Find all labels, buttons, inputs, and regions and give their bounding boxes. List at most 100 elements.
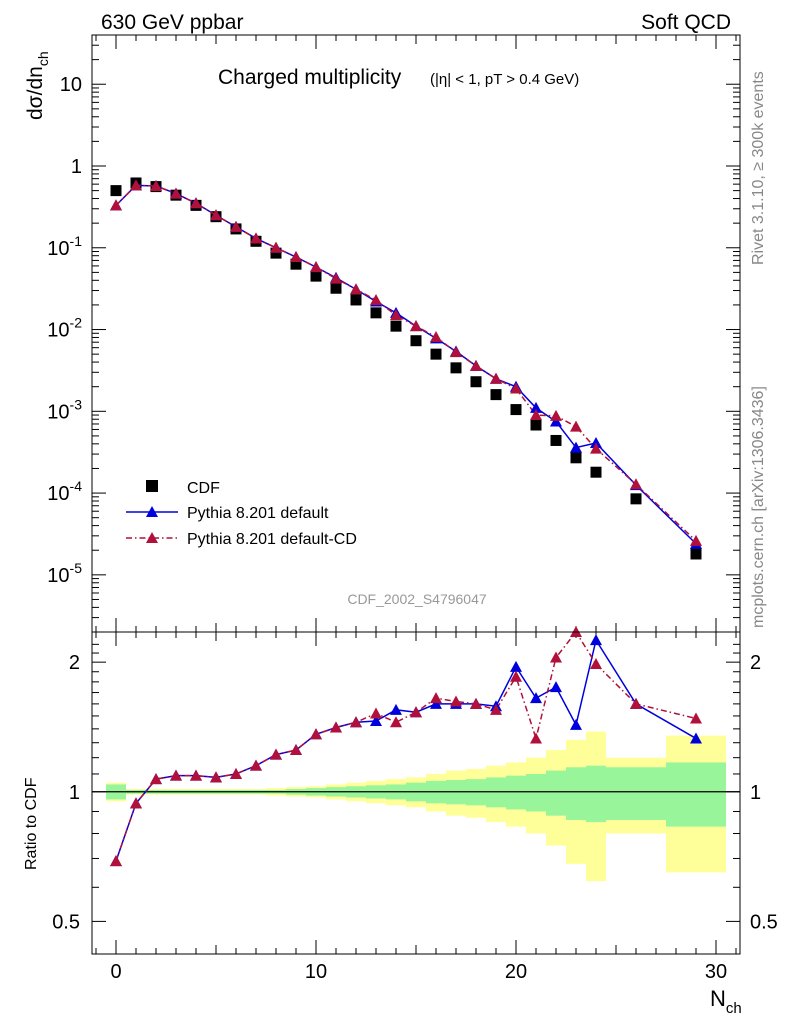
ratio-cd-point bbox=[410, 706, 422, 718]
y-tick-label: 10 bbox=[60, 74, 82, 96]
ratio-cd-point bbox=[330, 721, 342, 733]
ratio-cd-point bbox=[290, 744, 302, 756]
ratio-default-point bbox=[530, 692, 542, 704]
band-green-bin bbox=[546, 770, 566, 816]
y-tick-label-exp: -1 bbox=[70, 233, 83, 249]
cdf-point bbox=[590, 466, 602, 478]
pythia-cd-point bbox=[490, 372, 502, 384]
pythia-cd-point bbox=[590, 442, 602, 454]
ratio-y-tick-label: 1 bbox=[69, 782, 80, 804]
ratio-default-point bbox=[690, 732, 702, 744]
y-tick-label-exp: -2 bbox=[70, 315, 83, 331]
x-label-sub: ch bbox=[726, 1000, 742, 1017]
band-green-bin bbox=[606, 767, 666, 820]
uncertainty-bands bbox=[106, 731, 726, 882]
ratio-default-point bbox=[430, 697, 442, 709]
pythia-cd-point bbox=[110, 199, 122, 211]
band-green-bin bbox=[666, 762, 726, 827]
y-label-sub: ch bbox=[35, 51, 51, 66]
data-series bbox=[110, 177, 702, 867]
pythia-default-point bbox=[550, 415, 562, 427]
chart-title-cut: (|η| < 1, pT > 0.4 GeV) bbox=[430, 71, 579, 88]
x-tick-label: 0 bbox=[110, 961, 121, 983]
pythia-cd-point bbox=[190, 197, 202, 209]
pythia-cd-point bbox=[150, 179, 162, 191]
ratio-cd-point bbox=[210, 771, 222, 783]
pythia-cd-point bbox=[630, 478, 642, 490]
ratio-y-tick-label-right: 2 bbox=[750, 652, 761, 674]
main-y-label: dσ/dnch bbox=[24, 51, 51, 120]
ratio-default-point bbox=[590, 634, 602, 646]
cdf-point bbox=[570, 452, 582, 464]
ratio-default-point bbox=[570, 718, 582, 730]
pythia-cd-point bbox=[570, 420, 582, 432]
pythia-cd-point bbox=[210, 209, 222, 221]
ratio-cd-point bbox=[590, 658, 602, 670]
pythia-cd-point bbox=[430, 331, 442, 343]
ratio-cd-point bbox=[350, 716, 362, 728]
ratio-cd-point bbox=[170, 769, 182, 781]
x-tick-label: 20 bbox=[505, 961, 527, 983]
ratio-cd-point bbox=[630, 697, 642, 709]
ratio-cd-point bbox=[390, 716, 402, 728]
ratio-cd-point bbox=[130, 797, 142, 809]
cdf-point bbox=[430, 348, 442, 360]
cdf-point bbox=[110, 185, 122, 197]
legend-cd-marker bbox=[146, 532, 158, 543]
band-green-bin bbox=[506, 775, 526, 810]
pythia-cd-point bbox=[390, 309, 402, 321]
ratio-cd-point bbox=[250, 759, 262, 771]
ratio-cd-point bbox=[270, 748, 282, 760]
pythia-default-point bbox=[530, 401, 542, 413]
cdf-point bbox=[530, 419, 542, 431]
ratio-cd-point bbox=[430, 692, 442, 704]
mcplots-label: mcplots.cern.ch [arXiv:1306.3436] bbox=[750, 386, 767, 628]
pythia-cd-point bbox=[290, 251, 302, 263]
x-axis-label: Nch bbox=[710, 986, 742, 1017]
y-tick-label-exp: -5 bbox=[70, 560, 83, 576]
pythia-cd-point bbox=[690, 534, 702, 546]
chart-title: Charged multiplicity bbox=[218, 66, 402, 89]
ratio-plot-frame bbox=[91, 631, 741, 955]
cdf-point bbox=[470, 376, 482, 388]
y-tick-label-exp: -3 bbox=[70, 396, 83, 412]
pythia-cd-point bbox=[350, 283, 362, 295]
rivet-label: Rivet 3.1.10, ≥ 300k events bbox=[750, 71, 767, 265]
y-tick-label-base: 10 bbox=[47, 401, 69, 423]
legend-default-label: Pythia 8.201 default bbox=[187, 505, 329, 522]
ratio-default-point bbox=[370, 715, 382, 727]
analysis-id: CDF_2002_S4796047 bbox=[347, 591, 487, 607]
pythia-cd-point bbox=[330, 272, 342, 284]
legend-cdf-label: CDF bbox=[187, 480, 220, 497]
ratio-cd-point bbox=[530, 732, 542, 744]
pythia-cd-point bbox=[410, 320, 422, 332]
pythia-default-point bbox=[570, 441, 582, 453]
cdf-point bbox=[690, 548, 702, 560]
band-green-bin bbox=[526, 773, 546, 812]
ratio-cd-point bbox=[490, 703, 502, 715]
pythia-cd-point bbox=[510, 382, 522, 394]
pythia-cd-point bbox=[370, 293, 382, 305]
x-tick-label: 30 bbox=[705, 961, 727, 983]
y-tick-label: 10-1 bbox=[47, 233, 82, 260]
legend: CDF Pythia 8.201 default Pythia 8.201 de… bbox=[126, 480, 357, 548]
cdf-point bbox=[370, 307, 382, 319]
ratio-cd-point bbox=[690, 712, 702, 724]
ratio-y-tick-label-right: 1 bbox=[750, 782, 761, 804]
y-tick-label-base: 10 bbox=[47, 238, 69, 260]
y-tick-label: 10-4 bbox=[47, 478, 82, 505]
x-label-main: N bbox=[710, 986, 726, 1011]
y-tick-label-base: 10 bbox=[47, 565, 69, 587]
ratio-y-tick-label-right: 0.5 bbox=[750, 911, 778, 933]
x-tick-label: 10 bbox=[305, 961, 327, 983]
cdf-point bbox=[310, 270, 322, 282]
pythia-cd-point bbox=[230, 220, 242, 232]
cdf-point bbox=[490, 389, 502, 401]
band-green-bin bbox=[586, 765, 606, 823]
ratio-cd-point bbox=[150, 773, 162, 785]
legend-cd-label: Pythia 8.201 default-CD bbox=[187, 531, 357, 548]
ratio-cd-point bbox=[110, 855, 122, 867]
cdf-point bbox=[290, 258, 302, 270]
cdf-point bbox=[350, 294, 362, 306]
